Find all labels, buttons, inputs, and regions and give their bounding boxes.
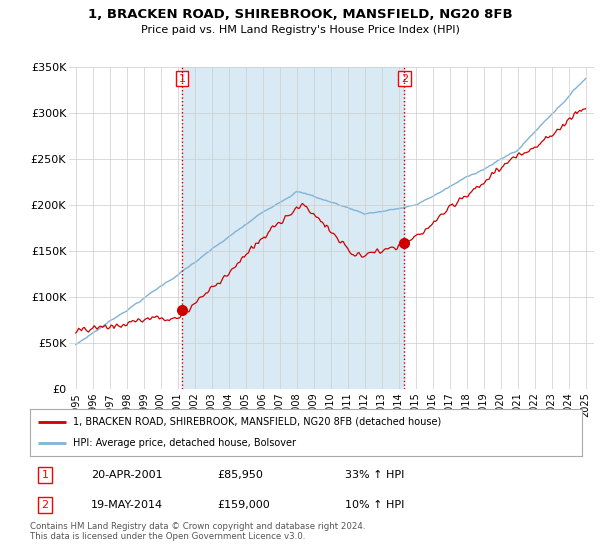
Text: 2: 2 [401, 73, 408, 83]
Text: 1, BRACKEN ROAD, SHIREBROOK, MANSFIELD, NG20 8FB: 1, BRACKEN ROAD, SHIREBROOK, MANSFIELD, … [88, 8, 512, 21]
Text: Contains HM Land Registry data © Crown copyright and database right 2024.
This d: Contains HM Land Registry data © Crown c… [30, 522, 365, 542]
Text: £85,950: £85,950 [218, 470, 263, 480]
Text: HPI: Average price, detached house, Bolsover: HPI: Average price, detached house, Bols… [73, 438, 296, 448]
Text: 33% ↑ HPI: 33% ↑ HPI [344, 470, 404, 480]
Bar [182, 67, 404, 389]
Text: £159,000: £159,000 [218, 500, 271, 510]
Text: Price paid vs. HM Land Registry's House Price Index (HPI): Price paid vs. HM Land Registry's House … [140, 25, 460, 35]
Text: 2: 2 [41, 500, 49, 510]
Text: 19-MAY-2014: 19-MAY-2014 [91, 500, 163, 510]
Text: 1: 1 [178, 73, 185, 83]
Text: 1: 1 [41, 470, 49, 480]
Text: 10% ↑ HPI: 10% ↑ HPI [344, 500, 404, 510]
Text: 20-APR-2001: 20-APR-2001 [91, 470, 163, 480]
Text: 1, BRACKEN ROAD, SHIREBROOK, MANSFIELD, NG20 8FB (detached house): 1, BRACKEN ROAD, SHIREBROOK, MANSFIELD, … [73, 417, 442, 427]
